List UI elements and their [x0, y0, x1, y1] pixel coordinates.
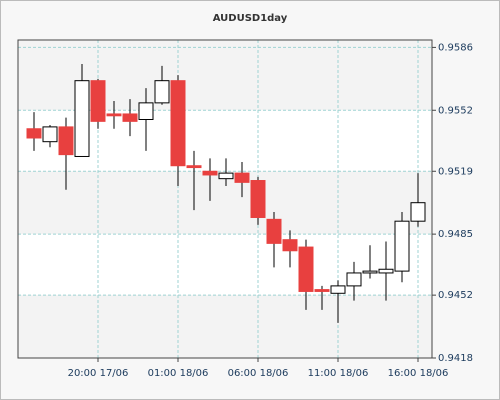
y-tick-label: 0.9586: [438, 42, 473, 53]
y-tick-label: 0.9485: [438, 229, 473, 240]
candle-body: [170, 80, 186, 167]
y-tick-label: 0.9418: [438, 353, 473, 364]
candle-body: [186, 165, 202, 169]
candle-body: [362, 270, 378, 274]
candle-body: [378, 268, 394, 274]
plot-band: [18, 295, 432, 358]
x-tick-label: 01:00 18/06: [148, 368, 209, 379]
candle-body: [314, 289, 330, 292]
x-tick-label: 16:00 18/06: [388, 368, 449, 379]
candle-body: [410, 202, 426, 222]
candle-body: [282, 239, 298, 252]
candle-body: [346, 272, 362, 287]
x-tick-label: 11:00 18/06: [308, 368, 369, 379]
candle-body: [106, 113, 122, 117]
candle-body: [218, 172, 234, 180]
candle-body: [298, 246, 314, 292]
plot-band: [18, 171, 432, 235]
candle-body: [234, 172, 250, 183]
candle-body: [42, 126, 58, 143]
candle-body: [138, 102, 154, 120]
candle-body: [394, 220, 410, 272]
candle-body: [26, 128, 42, 139]
plot-band: [18, 40, 432, 48]
y-tick-label: 0.9452: [438, 290, 473, 301]
candle-body: [154, 80, 170, 104]
x-tick-label: 06:00 18/06: [228, 368, 289, 379]
candle-body: [122, 113, 138, 122]
x-tick-label: 20:00 17/06: [68, 368, 129, 379]
candle-body: [58, 126, 74, 156]
candle-body: [250, 180, 266, 218]
y-tick-label: 0.9519: [438, 166, 473, 177]
candle-body: [202, 170, 218, 176]
plot-border: [17, 39, 433, 359]
candle-body: [330, 285, 346, 294]
candle-body: [90, 80, 106, 122]
y-tick-label: 0.9552: [438, 105, 473, 116]
candle-body: [266, 218, 282, 244]
candle-body: [74, 80, 90, 157]
chart-title: AUDUSD1day: [213, 13, 288, 24]
